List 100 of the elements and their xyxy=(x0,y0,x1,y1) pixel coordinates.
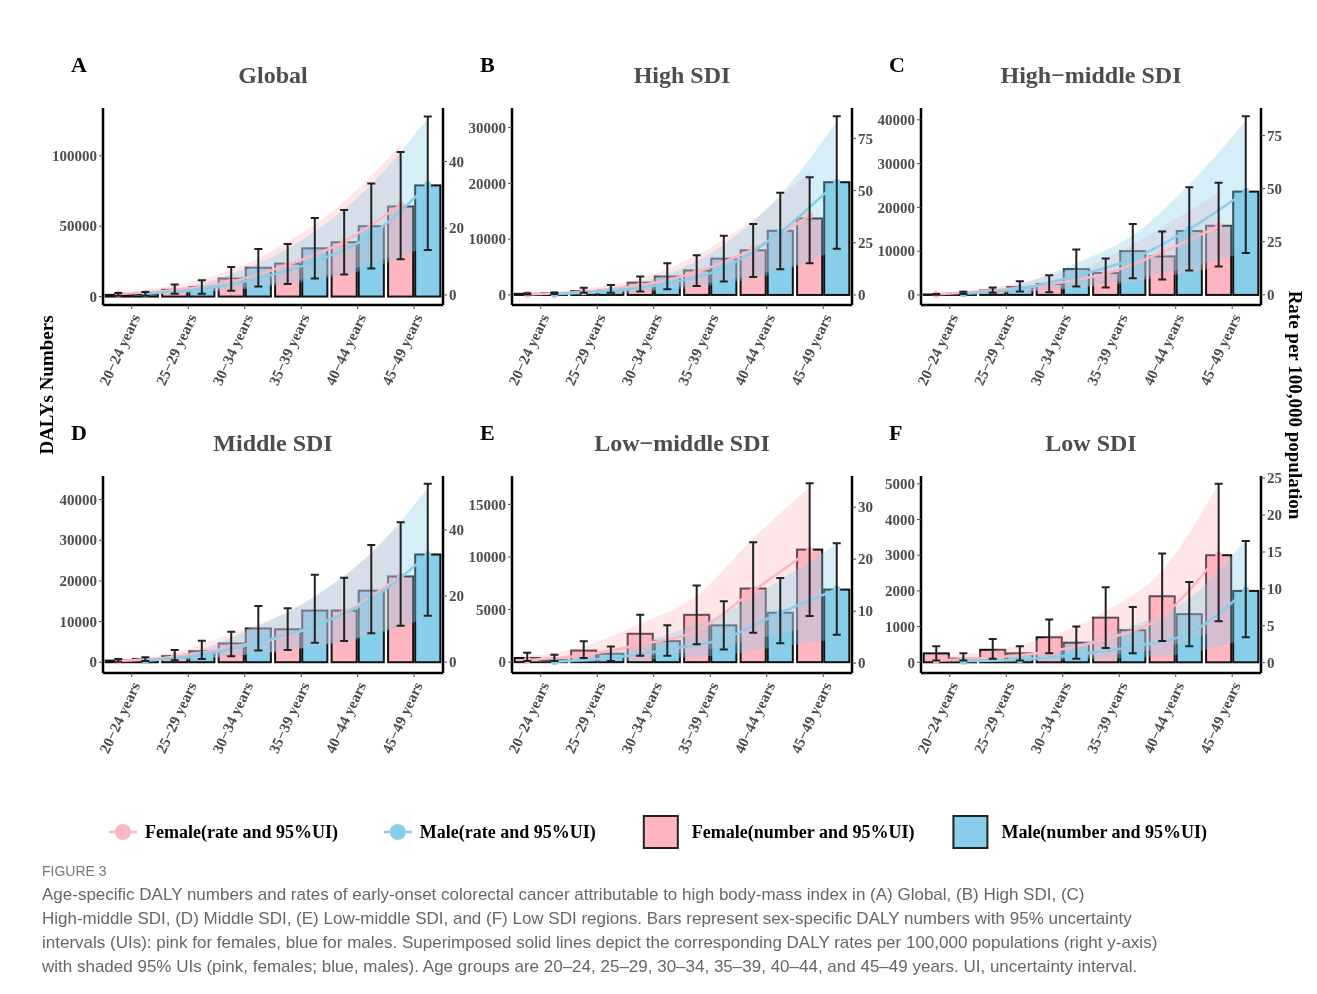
y2-tick-label: 25 xyxy=(1267,470,1282,487)
y-tick-label: 10000 xyxy=(468,549,506,566)
y2-tick-label: 75 xyxy=(858,130,873,147)
y2-tick-label: 0 xyxy=(449,287,457,304)
y2-tick-label: 0 xyxy=(449,654,457,671)
legend-label: Male(number and 95%UI) xyxy=(1001,822,1208,844)
text: Age-specific DALY numbers and rates of early-onset colorectal cancer attributable to high body-mass index in (A) Global, (B) High SDI, (C) xyxy=(42,885,1085,904)
y2-tick-label: 0 xyxy=(1267,287,1275,304)
x-tick-label: 20−24 years xyxy=(96,679,144,756)
text: F xyxy=(889,420,903,445)
x-tick-label: 35−39 years xyxy=(674,679,722,756)
x-tick-label: 45−49 years xyxy=(378,311,426,388)
y-tick-label: 100000 xyxy=(52,148,97,165)
legend-label: Female(number and 95%UI) xyxy=(691,822,915,844)
x-tick-label: 40−44 years xyxy=(1140,679,1188,756)
y-tick-label: 1000 xyxy=(885,618,915,635)
legend-label: Female(rate and 95%UI) xyxy=(145,822,338,844)
y-tick-label: 3000 xyxy=(885,547,915,564)
chart-title: High SDI xyxy=(633,62,731,88)
y2-tick-label: 40 xyxy=(449,522,464,539)
x-tick-label: 40−44 years xyxy=(1140,311,1188,388)
y2-tick-label: 0 xyxy=(858,287,866,304)
x-tick-label: 35−39 years xyxy=(265,311,313,388)
text: High-middle SDI, (D) Middle SDI, (E) Low-middle SDI, and (F) Low SDI regions. Bars represent sex-specific DALY numbers with 95% uncertainty xyxy=(42,909,1133,928)
x-tick-label: 25−29 years xyxy=(970,311,1018,388)
y-tick-label: 30000 xyxy=(59,532,97,549)
y-tick-label: 20000 xyxy=(468,175,506,192)
legend-label: Male(rate and 95%UI) xyxy=(419,822,596,844)
text: E xyxy=(480,420,495,445)
x-tick-label: 35−39 years xyxy=(674,311,722,388)
y2-tick-label: 25 xyxy=(1267,233,1282,250)
chart-title: Low−middle SDI xyxy=(594,430,770,456)
x-tick-label: 20−24 years xyxy=(914,679,962,756)
x-tick-label: 40−44 years xyxy=(731,311,779,388)
y2-tick-label: 5 xyxy=(1267,618,1275,635)
x-tick-label: 20−24 years xyxy=(505,311,553,388)
x-tick-label: 35−39 years xyxy=(265,679,313,756)
y2-tick-label: 10 xyxy=(1267,581,1282,598)
x-tick-label: 40−44 years xyxy=(731,679,779,756)
text: D xyxy=(71,420,87,445)
y-tick-label: 10000 xyxy=(59,613,97,630)
x-tick-label: 45−49 years xyxy=(787,311,835,388)
y2-tick-label: 0 xyxy=(1267,654,1275,671)
y-tick-label: 0 xyxy=(89,288,97,305)
y2-tick-label: 20 xyxy=(449,220,464,237)
y-tick-label: 4000 xyxy=(885,511,915,528)
y-tick-label: 40000 xyxy=(59,491,97,508)
y-tick-label: 0 xyxy=(498,287,506,304)
chart-title: High−middle SDI xyxy=(1000,62,1182,88)
x-tick-label: 30−34 years xyxy=(209,311,257,388)
text: A xyxy=(71,52,87,77)
text: C xyxy=(889,52,905,77)
y-tick-label: 5000 xyxy=(476,601,506,618)
x-tick-label: 25−29 years xyxy=(561,679,609,756)
x-tick-label: 25−29 years xyxy=(152,679,200,756)
text: B xyxy=(480,52,495,77)
y-tick-label: 0 xyxy=(907,654,915,671)
x-tick-label: 40−44 years xyxy=(322,679,370,756)
y2-tick-label: 50 xyxy=(858,182,873,199)
y2-tick-label: 15 xyxy=(1267,544,1282,561)
y2-tick-label: 20 xyxy=(858,551,873,568)
x-tick-label: 25−29 years xyxy=(561,311,609,388)
y2-tick-label: 0 xyxy=(858,655,866,672)
y2-tick-label: 40 xyxy=(449,153,464,170)
y2-tick-label: 25 xyxy=(858,235,873,251)
x-tick-label: 45−49 years xyxy=(1196,679,1244,756)
y2-tick-label: 20 xyxy=(1267,507,1282,524)
x-tick-label: 30−34 years xyxy=(618,679,666,756)
y2-tick-label: 75 xyxy=(1267,127,1282,144)
y2-tick-label: 30 xyxy=(858,499,873,516)
y-tick-label: 10000 xyxy=(877,243,915,260)
y2-axis-title: Rate per 100,000 population xyxy=(1285,290,1306,520)
x-tick-label: 20−24 years xyxy=(96,311,144,388)
x-tick-label: 30−34 years xyxy=(1027,311,1075,388)
x-tick-label: 20−24 years xyxy=(914,311,962,388)
x-tick-label: 25−29 years xyxy=(152,311,200,388)
y-tick-label: 30000 xyxy=(468,119,506,136)
y-tick-label: 5000 xyxy=(885,476,915,493)
x-tick-label: 25−29 years xyxy=(970,679,1018,756)
text: intervals (UIs): pink for females, blue for males. Superimposed solid lines depict the corresponding DALY rates per 100,000 populations (right y-axis) xyxy=(42,933,1158,952)
x-tick-label: 45−49 years xyxy=(787,679,835,756)
y2-tick-label: 10 xyxy=(858,603,873,620)
caption: FIGURE 3 xyxy=(42,863,107,879)
y-tick-label: 50000 xyxy=(59,218,97,235)
y-tick-label: 0 xyxy=(907,287,915,304)
y-tick-label: 20000 xyxy=(877,199,915,216)
y2-tick-label: 20 xyxy=(449,588,464,605)
x-tick-label: 40−44 years xyxy=(322,311,370,388)
text: with shaded 95% UIs (pink, females; blue, males). Age groups are 20–24, 25–29, 30–34, 35–39, 40–44, and 45–49 years. UI, uncertainty interval. xyxy=(41,957,1138,976)
y-tick-label: 0 xyxy=(498,654,506,671)
y-axis-title: DALYs Numbers xyxy=(36,315,57,455)
x-tick-label: 20−24 years xyxy=(505,679,553,756)
y2-tick-label: 50 xyxy=(1267,180,1282,197)
x-tick-label: 35−39 years xyxy=(1083,311,1131,388)
y-tick-label: 15000 xyxy=(468,496,506,513)
y-tick-label: 2000 xyxy=(885,583,915,600)
y-tick-label: 10000 xyxy=(468,231,506,248)
x-tick-label: 30−34 years xyxy=(1027,679,1075,756)
y-tick-label: 40000 xyxy=(877,112,915,129)
y-tick-label: 0 xyxy=(89,654,97,671)
